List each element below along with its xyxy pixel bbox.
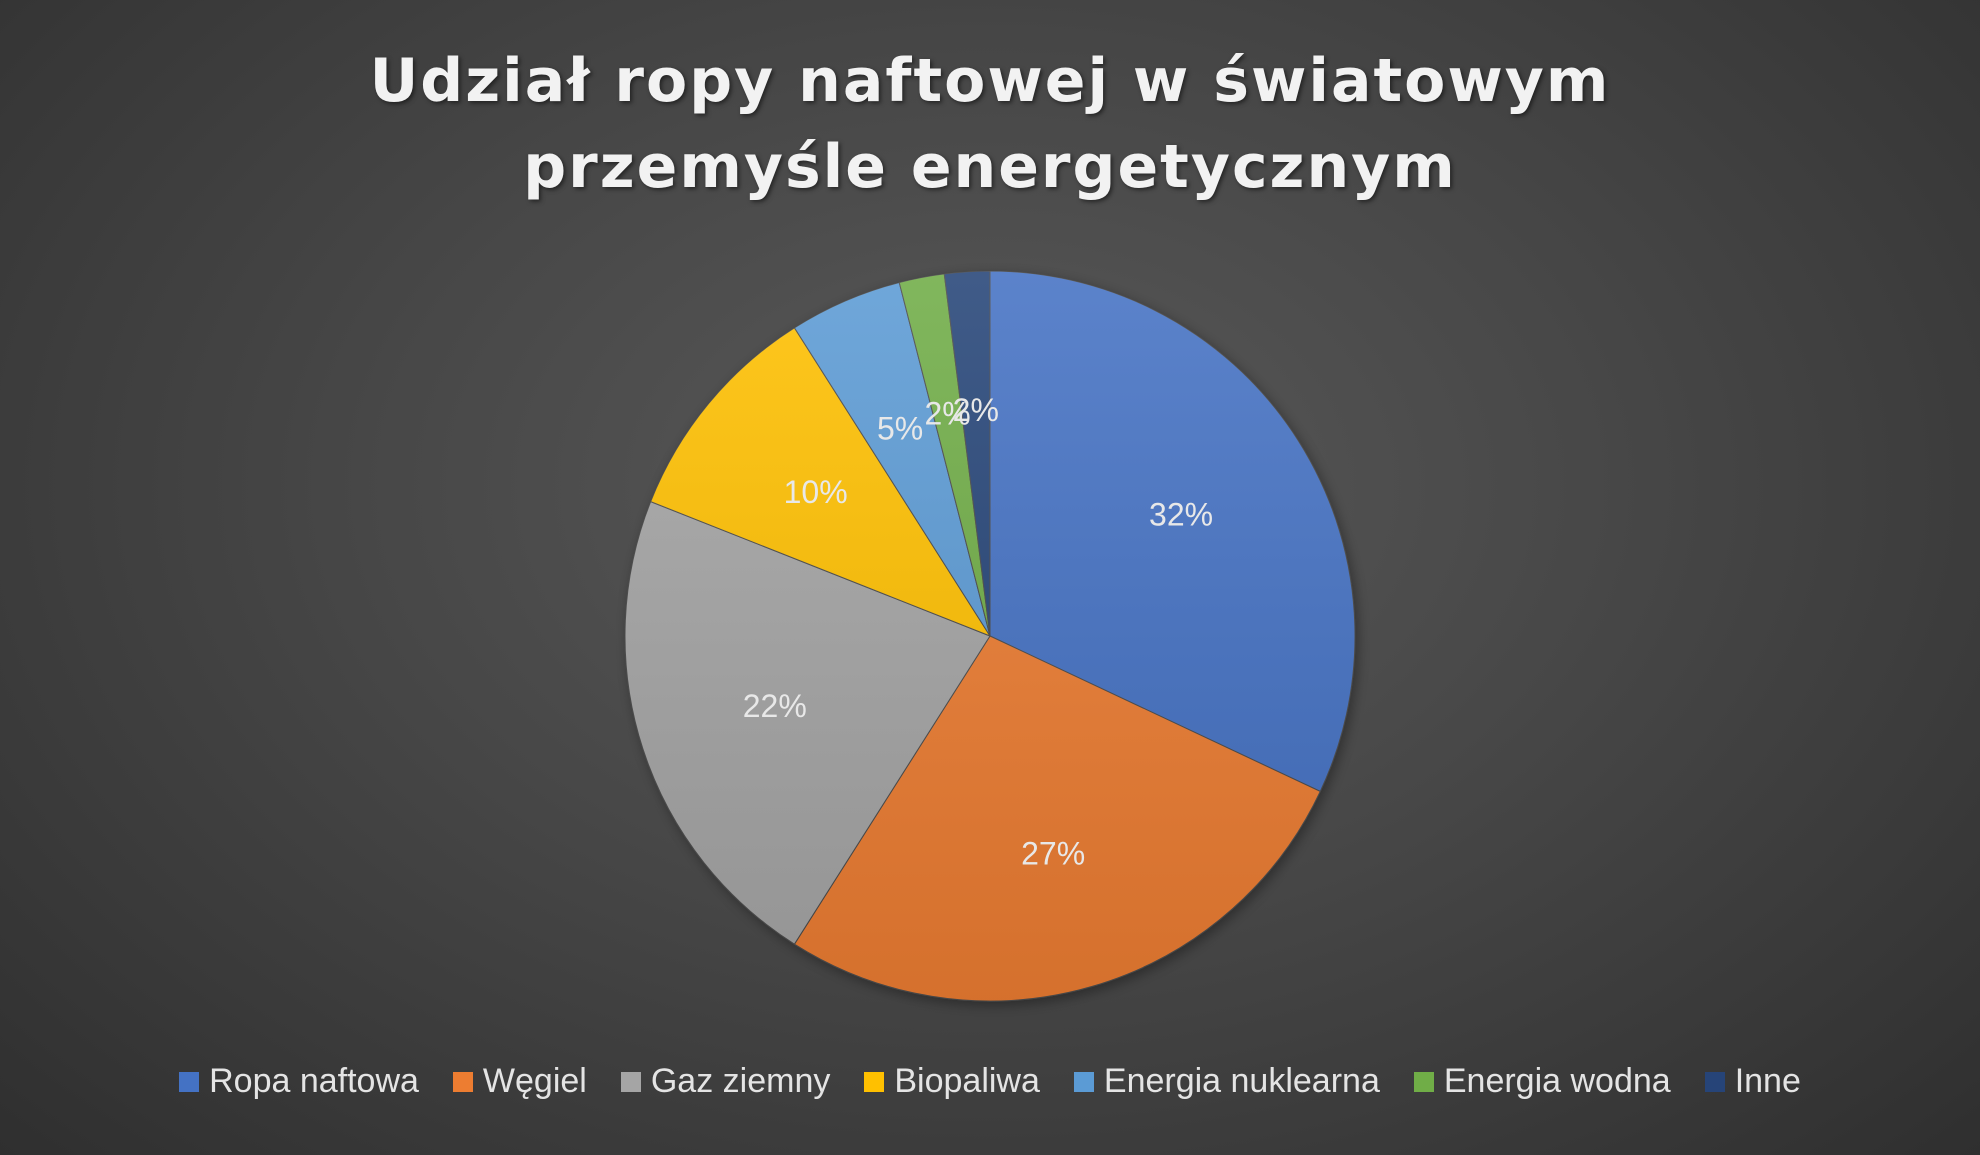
legend-label: Inne <box>1734 1062 1801 1100</box>
data-label-ropa-naftowa: 32% <box>1149 497 1213 533</box>
legend-item-energia-wodna: Energia wodna <box>1413 1062 1671 1101</box>
data-label-biopaliwa: 10% <box>784 474 848 510</box>
legend-label: Energia nuklearna <box>1103 1062 1380 1100</box>
legend-label: Gaz ziemny <box>650 1062 831 1100</box>
legend-swatch <box>1413 1071 1434 1092</box>
legend-label: Energia wodna <box>1443 1062 1671 1100</box>
chart-title-line-2: przemyśle energetycznym <box>523 132 1457 202</box>
legend-swatch <box>864 1071 885 1092</box>
data-label-inne: 2% <box>953 392 999 428</box>
pie-slice-labels: 32%27%22%10%5% 2%2% <box>743 392 1213 871</box>
legend-label: Biopaliwa <box>894 1062 1040 1100</box>
legend-swatch <box>620 1071 641 1092</box>
legend-label: Węgiel <box>482 1062 587 1100</box>
legend-item-inne: Inne <box>1704 1062 1801 1101</box>
data-label-energia-nuklearna: 5% <box>877 410 923 446</box>
legend-swatch <box>1704 1071 1725 1092</box>
legend-item-biopaliwa: Biopaliwa <box>864 1062 1040 1101</box>
data-label-energia-wodna: 2% <box>924 396 970 432</box>
legend-item-energia-nuklearna: Energia nuklearna <box>1073 1062 1380 1101</box>
legend-swatch <box>179 1071 200 1092</box>
pie-slices <box>624 270 1356 1002</box>
data-label-gaz-ziemny: 22% <box>743 688 807 724</box>
legend-swatch <box>452 1071 473 1092</box>
legend: Ropa naftowa Węgiel Gaz ziemny Biopaliwa Ene… <box>0 1062 1980 1101</box>
legend-item-ropa-naftowa: Ropa naftowa <box>179 1062 419 1101</box>
chart-title-line-1: Udział ropy naftowej w światowym <box>369 46 1611 116</box>
data-label-wegiel: 27% <box>1021 835 1085 871</box>
legend-label: Ropa naftowa <box>209 1062 419 1100</box>
chart-title: Udział ropy naftowej w światowym przemyś… <box>0 38 1980 210</box>
legend-item-gaz-ziemny: Gaz ziemny <box>620 1062 831 1101</box>
legend-swatch <box>1073 1071 1094 1092</box>
legend-item-wegiel: Węgiel <box>452 1062 587 1101</box>
